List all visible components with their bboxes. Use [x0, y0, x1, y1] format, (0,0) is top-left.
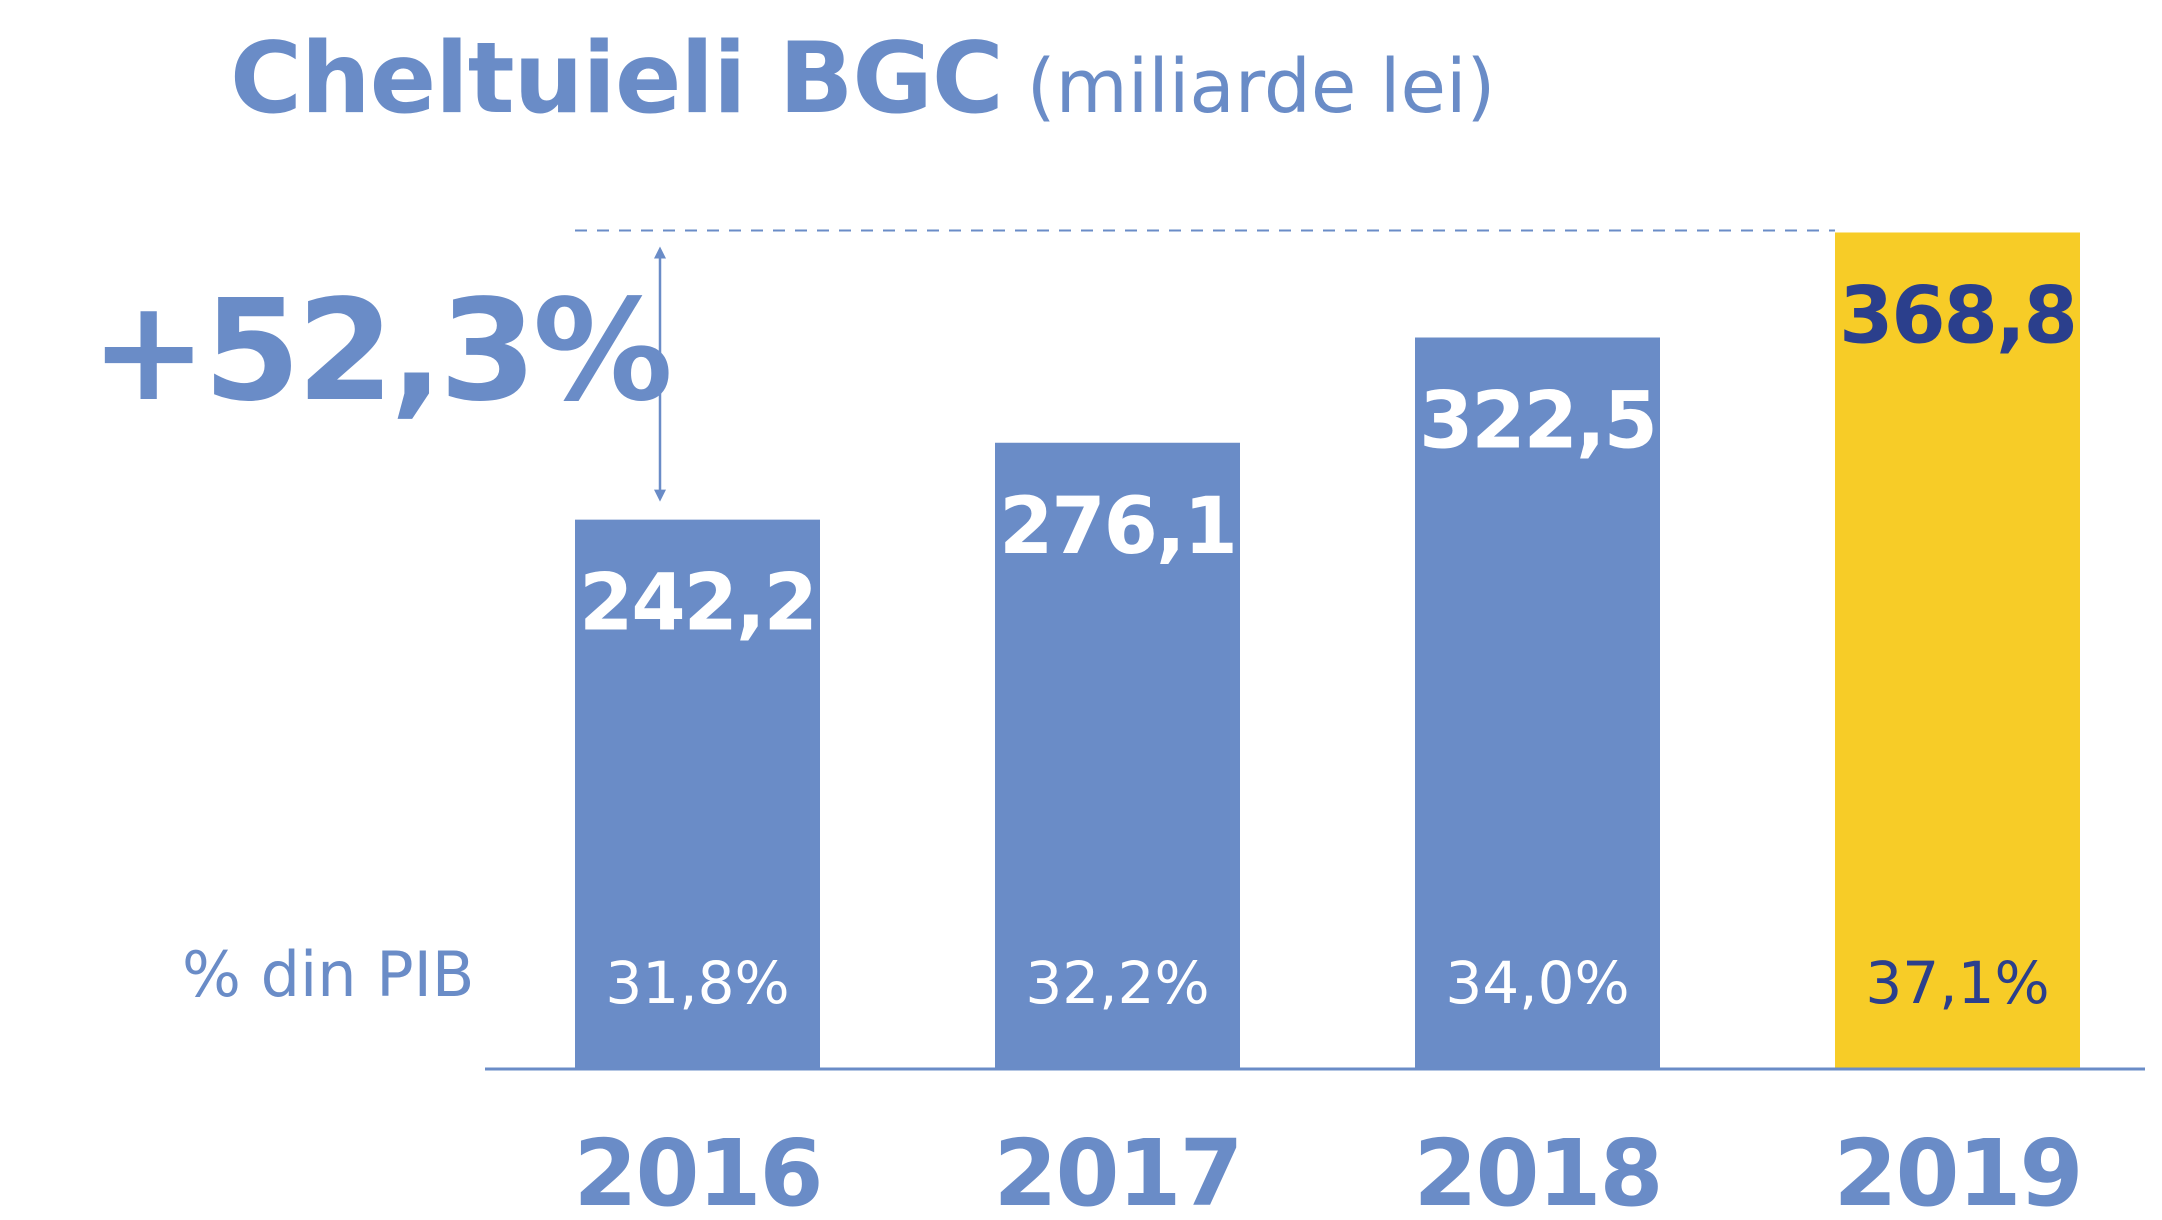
chart-subtitle: (miliarde lei)	[1026, 44, 1496, 130]
value-label-2019: 368,8	[1839, 271, 2076, 361]
bar-2016	[575, 519, 820, 1069]
value-label-2018: 322,5	[1419, 377, 1656, 467]
pct-gdp-label-2017: 32,2%	[1025, 949, 1209, 1017]
x-tick-label-2018: 2018	[1413, 1120, 1661, 1220]
arrow-head-up-icon	[654, 246, 666, 259]
pct-gdp-label-2019: 37,1%	[1865, 949, 2049, 1017]
bars-layer: 242,2 31,8% 2016 276,1 32,2% 2017 322,5 34,0% 20…	[573, 232, 2084, 1220]
arrow-head-down-icon	[654, 489, 666, 502]
chart-title-block: Cheltuieli BGC (miliarde lei)	[230, 22, 1495, 136]
value-label-2017: 276,1	[999, 482, 1236, 572]
chart-title: Cheltuieli BGC	[230, 22, 1004, 136]
bar-2017	[995, 442, 1240, 1069]
pct-gdp-row-label: % din PIB	[182, 938, 475, 1011]
growth-percentage: +52,3%	[90, 270, 673, 433]
bar-2019	[1835, 232, 2080, 1069]
pct-gdp-label-2016: 31,8%	[605, 949, 789, 1017]
x-tick-label-2016: 2016	[573, 1120, 821, 1220]
pct-gdp-label-2018: 34,0%	[1445, 949, 1629, 1017]
x-tick-label-2017: 2017	[993, 1120, 1241, 1220]
x-tick-label-2019: 2019	[1833, 1120, 2081, 1220]
value-label-2016: 242,2	[579, 559, 816, 649]
bar-2018	[1415, 337, 1660, 1069]
